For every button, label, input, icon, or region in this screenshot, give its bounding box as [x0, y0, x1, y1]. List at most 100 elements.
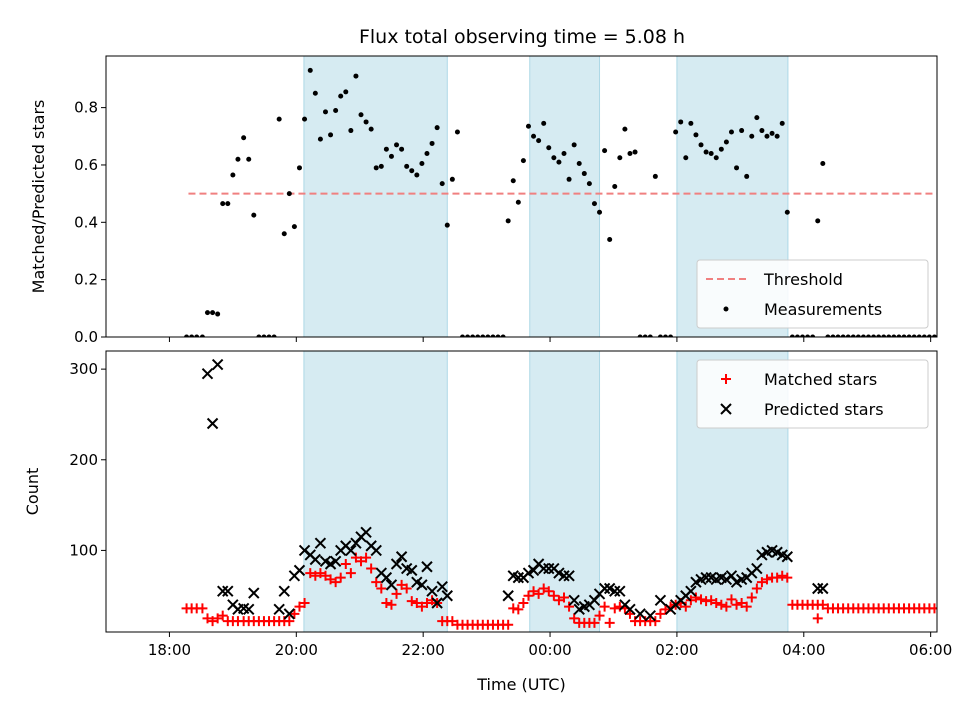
predicted-stars-point: [614, 585, 626, 597]
matched-stars-point: [716, 599, 727, 610]
legend-label: Predicted stars: [764, 400, 884, 419]
predicted-stars-point: [700, 571, 712, 584]
measurement-point: [505, 218, 511, 224]
matched-stars-point: [945, 603, 955, 613]
matched-stars-point: [361, 552, 372, 563]
matched-stars-point: [940, 603, 950, 613]
measurement-point: [404, 163, 410, 169]
predicted-stars-point: [380, 571, 393, 584]
matched-stars-point: [559, 592, 570, 603]
predicted-stars-point: [624, 603, 636, 616]
matched-stars-point: [746, 592, 757, 603]
matched-stars-point: [660, 604, 671, 615]
measurement-point: [444, 222, 450, 228]
matched-stars-point: [411, 597, 422, 608]
predicted-stars-point: [406, 564, 418, 577]
legend: Threshold Measurements: [696, 259, 929, 329]
matched-stars-point: [950, 603, 960, 613]
measurement-point: [536, 138, 542, 144]
matched-stars-point: [381, 597, 392, 608]
predicted-stars-point: [370, 544, 382, 557]
measurement-point: [881, 334, 887, 337]
matched-stars-point: [696, 594, 707, 605]
measurement-point: [713, 155, 719, 161]
predicted-stars-point: [283, 608, 296, 620]
legend: Matched stars Predicted stars: [696, 359, 929, 429]
count-panel: 100 200 300 18:00 20:00 22:00 00:00 02:00 04:00 0…: [23, 350, 960, 694]
matched-stars-point: [421, 597, 432, 608]
measurement-point: [225, 201, 231, 207]
x-axis-label: Time (UTC): [476, 675, 565, 694]
matched-stars-point: [299, 597, 310, 608]
matched-stars-point: [569, 613, 580, 624]
legend-label: Threshold: [763, 270, 843, 289]
measurement-point: [926, 334, 932, 337]
measurement-point: [414, 172, 420, 178]
predicted-stars-point: [222, 585, 234, 597]
x-tick-label: 18:00: [148, 641, 191, 659]
matched-stars-point: [340, 559, 351, 570]
measurement-point: [749, 133, 755, 139]
matched-stars-point: [391, 588, 402, 599]
measurement-point: [602, 148, 608, 154]
matched-stars-point: [335, 572, 346, 583]
predicted-stars-point: [248, 587, 260, 599]
matched-stars-point: [721, 601, 732, 612]
matched-stars-point: [396, 579, 407, 590]
measurement-point: [830, 334, 836, 337]
measurement-point: [698, 142, 704, 148]
measurement-point: [510, 178, 516, 184]
measurement-point: [373, 165, 379, 171]
measurement-point: [906, 334, 912, 337]
measurement-point: [642, 334, 648, 337]
measurement-point: [581, 171, 587, 177]
x-tick-label: 20:00: [275, 641, 318, 659]
measurement-point: [607, 237, 613, 243]
legend-matched-swatch: [721, 374, 731, 384]
y-tick-label: 0.0: [74, 328, 98, 346]
measurement-point: [220, 201, 226, 207]
predicted-stars-point: [243, 603, 255, 616]
measurement-point: [500, 334, 506, 337]
predicted-stars-point: [563, 570, 575, 582]
legend-predicted-swatch: [720, 403, 732, 415]
matched-stars-point: [345, 568, 356, 579]
predicted-stars-point: [558, 570, 570, 582]
matched-stars-point: [294, 601, 305, 612]
predicted-stars-point: [812, 582, 824, 595]
observing-window-shade: [529, 351, 601, 632]
predicted-stars-point: [817, 582, 829, 595]
measurement-point: [891, 334, 897, 337]
matched-stars-point: [594, 610, 605, 621]
measurement-point: [235, 156, 241, 162]
matched-stars-point: [416, 601, 427, 612]
measurement-point: [718, 146, 724, 152]
matched-stars-point: [310, 570, 321, 581]
measurement-point: [794, 334, 800, 337]
measurement-point: [805, 334, 811, 337]
measurement-point: [800, 334, 806, 337]
measurement-point: [886, 334, 892, 337]
measurement-point: [744, 173, 750, 179]
measurement-point: [470, 334, 476, 337]
legend-box: [696, 259, 929, 329]
measurement-point: [937, 335, 942, 340]
measurement-point: [911, 334, 917, 337]
predicted-stars-point: [441, 590, 453, 602]
predicted-stars-point: [273, 603, 285, 616]
matched-stars-point: [955, 603, 960, 613]
measurement-point: [525, 123, 531, 129]
matched-stars-point: [447, 616, 458, 627]
matched-stars-point: [756, 577, 767, 588]
matched-stars-point: [772, 572, 783, 583]
matched-stars-point: [513, 604, 524, 615]
predicted-stars-point: [502, 590, 514, 602]
legend-box: [696, 359, 929, 429]
matched-stars-point: [386, 599, 397, 610]
matched-stars-point: [533, 588, 544, 599]
measurement-point: [947, 335, 952, 340]
matched-stars-point: [356, 556, 367, 567]
y-tick-label: 0.4: [74, 213, 98, 231]
measurement-point: [810, 334, 816, 337]
measurement-point: [230, 172, 236, 178]
